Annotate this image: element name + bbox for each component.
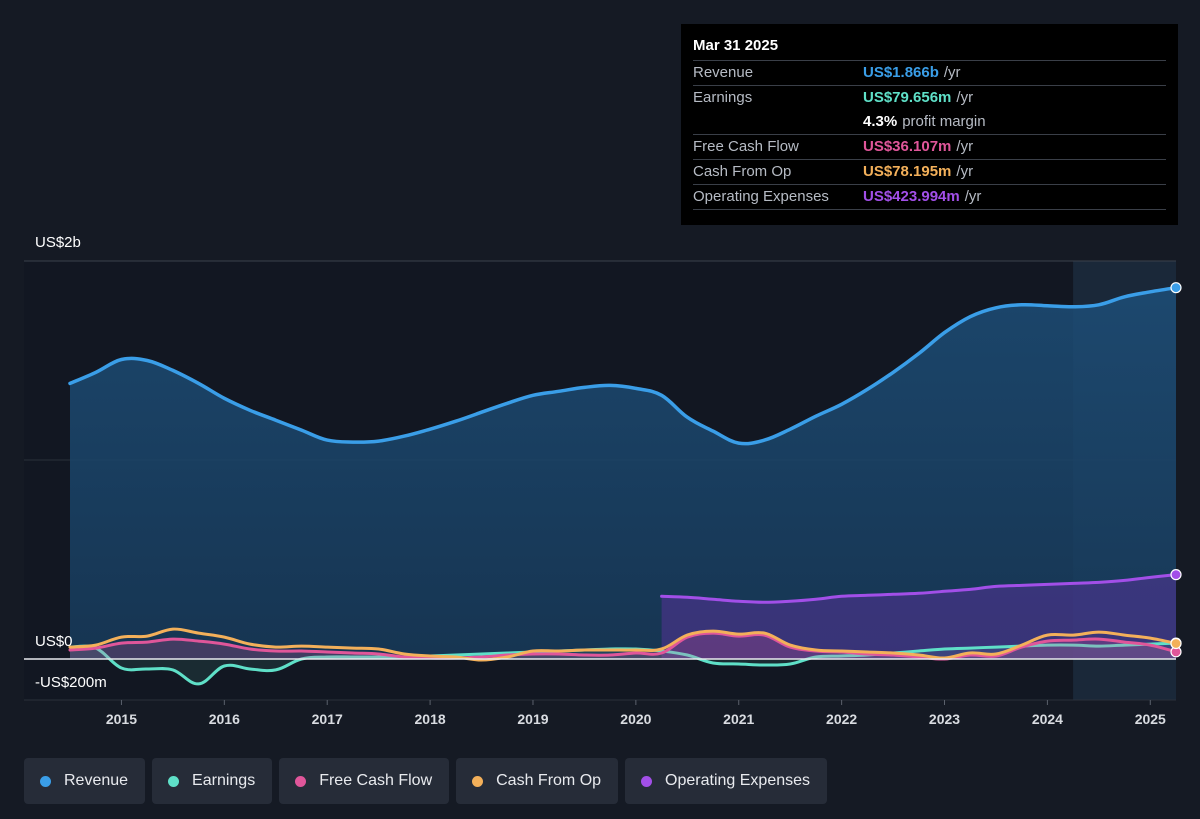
legend-label: Earnings <box>192 772 256 789</box>
legend-item-free-cash-flow[interactable]: Free Cash Flow <box>279 758 450 804</box>
legend-label: Free Cash Flow <box>319 772 433 789</box>
tooltip-row-value: US$79.656m <box>863 89 952 106</box>
legend-item-revenue[interactable]: Revenue <box>24 758 146 804</box>
tooltip-row: Cash From Op US$78.195m/yr <box>693 159 1166 184</box>
legend-item-cash-from-op[interactable]: Cash From Op <box>456 758 619 804</box>
tooltip-row: Free Cash Flow US$36.107m/yr <box>693 134 1166 159</box>
x-tick-label: 2015 <box>106 711 137 727</box>
series-line-cash-from-op <box>68 627 1178 662</box>
tooltip-row: 4.3% profit margin <box>693 110 1166 134</box>
tooltip-row-label: Earnings <box>693 89 753 106</box>
tooltip-row-value: US$423.994m <box>863 188 960 205</box>
x-tick-label: 2021 <box>723 711 754 727</box>
marker-layer <box>1170 282 1182 658</box>
legend-dot-icon <box>641 775 653 787</box>
x-tick-label: 2023 <box>929 711 960 727</box>
tooltip-row-unit: /yr <box>956 138 974 155</box>
legend-dot-icon <box>472 775 484 787</box>
tooltip-row-unit: /yr <box>956 163 974 180</box>
legend: Revenue Earnings Free Cash Flow Cash From O… <box>24 758 828 804</box>
tooltip-row-label: Revenue <box>693 64 754 81</box>
series-area-operating-expenses <box>661 574 1176 659</box>
tooltip-row-label: Cash From Op <box>693 163 792 180</box>
tooltip-row-label: Free Cash Flow <box>693 138 799 155</box>
tooltip-row-unit: /yr <box>956 89 974 106</box>
x-tick-label: 2025 <box>1135 711 1166 727</box>
tooltip-row-value: US$78.195m <box>863 163 952 180</box>
x-tick-label: 2016 <box>209 711 240 727</box>
x-tick-label: 2018 <box>415 711 446 727</box>
tooltip-row-label: Operating Expenses <box>693 188 829 205</box>
tooltip-row: Revenue US$1.866b/yr <box>693 60 1166 85</box>
tooltip-row: Operating Expenses US$423.994m/yr <box>693 184 1166 210</box>
series-area-revenue <box>70 287 1176 659</box>
series-line-operating-expenses <box>660 573 1178 604</box>
legend-label: Cash From Op <box>496 772 602 789</box>
tooltip-row-value: 4.3% <box>863 113 898 130</box>
series-area-free-cash-flow <box>70 633 1176 660</box>
tooltip-panel: Mar 31 2025 Revenue US$1.866b/yr Earnings U… <box>681 24 1178 225</box>
y-tick-label: US$2b <box>35 234 81 251</box>
x-tick-label: 2024 <box>1032 711 1063 727</box>
series-end-marker-operating-expenses <box>1170 569 1182 581</box>
x-tick-label: 2020 <box>620 711 651 727</box>
series-layer <box>68 285 1178 686</box>
tooltip-row: Earnings US$79.656m/yr <box>693 85 1166 110</box>
tooltip-row-value: US$1.866b <box>863 64 939 81</box>
tooltip-row-unit: /yr <box>943 64 961 81</box>
x-tick-label: 2017 <box>312 711 343 727</box>
legend-label: Revenue <box>64 772 129 789</box>
legend-dot-icon <box>295 775 307 787</box>
tooltip-row-unit: profit margin <box>902 113 986 130</box>
y-tick-label: US$0 <box>35 633 73 650</box>
tooltip-date: Mar 31 2025 <box>693 37 779 54</box>
tooltip-rows: Revenue US$1.866b/yr Earnings US$79.656m/yr… <box>693 60 1166 210</box>
series-end-marker-revenue <box>1170 282 1182 294</box>
series-line-revenue <box>68 285 1178 446</box>
tooltip-row-value: US$36.107m <box>863 138 952 155</box>
y-tick-label: -US$200m <box>35 674 107 691</box>
legend-label: Operating Expenses <box>665 772 811 789</box>
x-tick-label: 2019 <box>517 711 548 727</box>
x-tick-label: 2022 <box>826 711 857 727</box>
series-line-free-cash-flow <box>68 631 1178 661</box>
axis-layer: US$2b US$0 -US$200m 2015 2016 2017 2018 2019 202… <box>24 234 1176 727</box>
legend-dot-icon <box>168 775 180 787</box>
tooltip-row-unit: /yr <box>964 188 982 205</box>
tooltip-row-label <box>693 110 863 134</box>
legend-item-operating-expenses[interactable]: Operating Expenses <box>625 758 828 804</box>
legend-item-earnings[interactable]: Earnings <box>152 758 273 804</box>
series-end-marker-cash-from-op <box>1170 637 1182 650</box>
legend-dot-icon <box>40 775 51 787</box>
